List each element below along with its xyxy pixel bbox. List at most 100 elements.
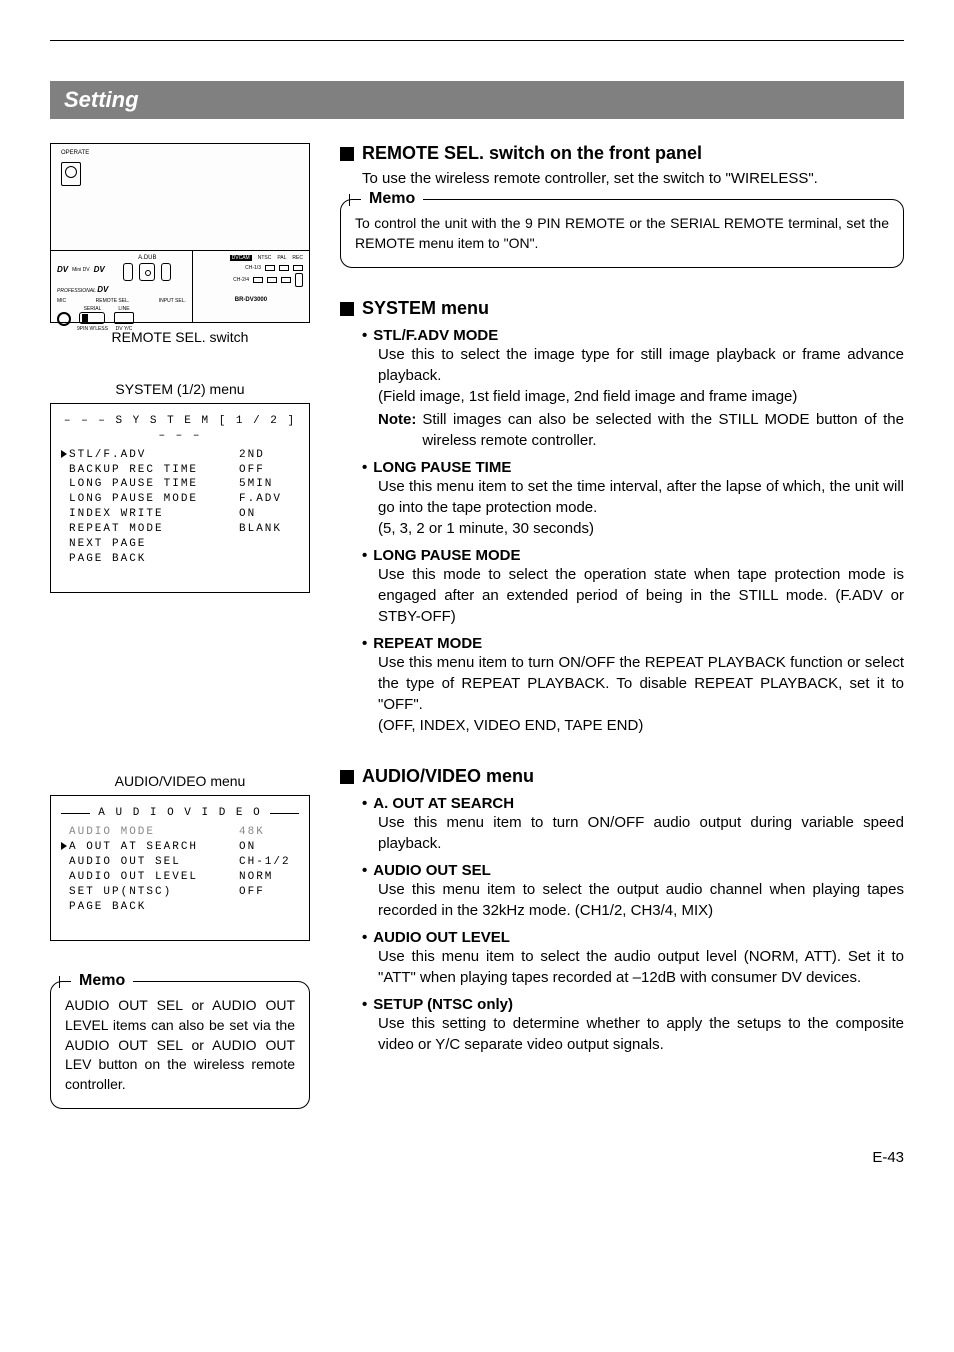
menu-row: LONG PAUSE MODEF.ADV — [61, 492, 299, 507]
bullet-body: Use this mode to select the operation st… — [378, 564, 904, 627]
menu-row: REPEAT MODEBLANK — [61, 522, 299, 537]
bullet-body: Use this to select the image type for st… — [378, 344, 904, 386]
diagram-button — [123, 263, 133, 281]
diagram-pal: PAL — [277, 255, 286, 261]
bullet-body: Use this menu item to select the output … — [378, 879, 904, 921]
diagram-wireless: W'LESS — [90, 326, 108, 332]
left-column: OPERATE DV Mini DV DV A.DUB — [50, 143, 310, 1109]
diagram-model: BR-DV3000 — [199, 297, 303, 303]
system-menu-box: – – – S Y S T E M [ 1 / 2 ] – – – STL/F.… — [50, 403, 310, 593]
menu-row-key: LONG PAUSE MODE — [61, 492, 239, 507]
menu-row: INDEX WRITEON — [61, 507, 299, 522]
bullet-body: Use this menu item to turn ON/OFF the RE… — [378, 652, 904, 715]
diagram-dv-logo-3: DV — [97, 285, 108, 294]
menu-row: A OUT AT SEARCHON — [61, 840, 299, 855]
bullet-heading: •LONG PAUSE TIME — [362, 459, 904, 476]
diagram-ch24: CH-2/4 — [233, 277, 249, 283]
right-memo-text: To control the unit with the 9 PIN REMOT… — [355, 214, 889, 253]
menu-row-value: 2ND — [239, 448, 299, 463]
av-menu-caption: AUDIO/VIDEO menu — [50, 773, 310, 789]
menu-row-value: OFF — [239, 885, 299, 900]
square-bullet-icon — [340, 147, 354, 161]
page-number: E-43 — [50, 1149, 904, 1166]
menu-row: AUDIO OUT LEVELNORM — [61, 870, 299, 885]
av-menu-box: A U D I O V I D E O AUDIO MODE48KA OUT A… — [50, 795, 310, 941]
bullet-heading: •STL/F.ADV MODE — [362, 327, 904, 344]
system-menu-heading: SYSTEM menu — [340, 298, 904, 319]
menu-row: AUDIO MODE48K — [61, 825, 299, 840]
diagram-remote-switch — [79, 312, 105, 324]
top-divider — [50, 40, 904, 41]
bullet-heading: •LONG PAUSE MODE — [362, 547, 904, 564]
diagram-minidv: Mini DV — [72, 267, 90, 273]
diagram-operate-label: OPERATE — [61, 150, 89, 156]
diagram-power-button — [65, 166, 77, 178]
menu-row: AUDIO OUT SELCH-1/2 — [61, 855, 299, 870]
menu-row-key: AUDIO OUT LEVEL — [61, 870, 239, 885]
right-column: REMOTE SEL. switch on the front panel To… — [340, 143, 904, 1109]
menu-row-key: AUDIO OUT SEL — [61, 855, 239, 870]
right-memo-box: Memo To control the unit with the 9 PIN … — [340, 199, 904, 268]
menu-row: LONG PAUSE TIME5MIN — [61, 477, 299, 492]
diagram-line-label: LINE — [114, 306, 134, 312]
diagram-9pin: 9PIN — [77, 326, 88, 332]
av-menu-heading-text: AUDIO/VIDEO menu — [362, 766, 534, 787]
remote-sel-text: To use the wireless remote controller, s… — [362, 168, 904, 189]
diagram-serial-label: SERIAL — [77, 306, 108, 312]
diagram-input-sel-label: INPUT SEL. — [159, 298, 186, 304]
menu-row-value — [239, 552, 299, 567]
diagram-slot — [295, 273, 303, 287]
diagram-mic-jack — [57, 312, 71, 326]
diagram-rec: REC — [292, 255, 303, 261]
menu-row-value: 5MIN — [239, 477, 299, 492]
menu-row-key: SET UP(NTSC) — [61, 885, 239, 900]
diagram-ch13: CH-1/3 — [245, 265, 261, 271]
menu-row-key: A OUT AT SEARCH — [61, 840, 239, 855]
device-diagram: OPERATE DV Mini DV DV A.DUB — [50, 143, 310, 323]
left-memo-text: AUDIO OUT SEL or AUDIO OUT LEVEL items c… — [65, 996, 295, 1094]
menu-row-key: BACKUP REC TIME — [61, 463, 239, 478]
av-menu-title-text: A U D I O V I D E O — [98, 806, 261, 821]
diagram-dv-logo-2: DV — [94, 265, 105, 274]
menu-row-key: AUDIO MODE — [61, 825, 239, 840]
diagram-led — [279, 265, 289, 271]
bullet-heading: •AUDIO OUT LEVEL — [362, 929, 904, 946]
diagram-led — [293, 265, 303, 271]
system-menu-title: – – – S Y S T E M [ 1 / 2 ] – – – — [61, 414, 299, 444]
menu-row-key: REPEAT MODE — [61, 522, 239, 537]
square-bullet-icon — [340, 770, 354, 784]
bullet-heading: •REPEAT MODE — [362, 635, 904, 652]
diagram-dv-in: DV — [116, 326, 123, 332]
diagram-professional: PROFESSIONAL — [57, 288, 96, 294]
bullet-body: Use this menu item to turn ON/OFF audio … — [378, 812, 904, 854]
menu-row-value: CH-1/2 — [239, 855, 299, 870]
menu-row-key: INDEX WRITE — [61, 507, 239, 522]
menu-row: STL/F.ADV2ND — [61, 448, 299, 463]
diagram-ntsc: NTSC — [258, 255, 272, 261]
menu-row-value: 48K — [239, 825, 299, 840]
left-memo-label: Memo — [71, 970, 133, 992]
menu-row: NEXT PAGE — [61, 537, 299, 552]
menu-row: BACKUP REC TIMEOFF — [61, 463, 299, 478]
diagram-remote-sel-label: REMOTE SEL. — [96, 298, 130, 304]
menu-row-key: STL/F.ADV — [61, 448, 239, 463]
menu-row-value — [239, 900, 299, 915]
bullet-body: (Field image, 1st field image, 2nd field… — [378, 386, 904, 407]
bullet-body: (OFF, INDEX, VIDEO END, TAPE END) — [378, 715, 904, 736]
diagram-led — [253, 277, 263, 283]
menu-row-key: PAGE BACK — [61, 900, 239, 915]
av-menu-heading: AUDIO/VIDEO menu — [340, 766, 904, 787]
diagram-input-icon — [114, 312, 134, 324]
square-bullet-icon — [340, 302, 354, 316]
menu-row: SET UP(NTSC)OFF — [61, 885, 299, 900]
bullet-body: Use this menu item to select the audio o… — [378, 946, 904, 988]
bullet-heading: •SETUP (NTSC only) — [362, 996, 904, 1013]
bullet-body: Use this menu item to set the time inter… — [378, 476, 904, 518]
right-memo-label: Memo — [361, 188, 423, 210]
diagram-led — [265, 265, 275, 271]
system-menu-heading-text: SYSTEM menu — [362, 298, 489, 319]
bullet-heading: •AUDIO OUT SEL — [362, 862, 904, 879]
menu-row-key: NEXT PAGE — [61, 537, 239, 552]
bullet-body: Use this setting to determine whether to… — [378, 1013, 904, 1055]
diagram-led — [267, 277, 277, 283]
